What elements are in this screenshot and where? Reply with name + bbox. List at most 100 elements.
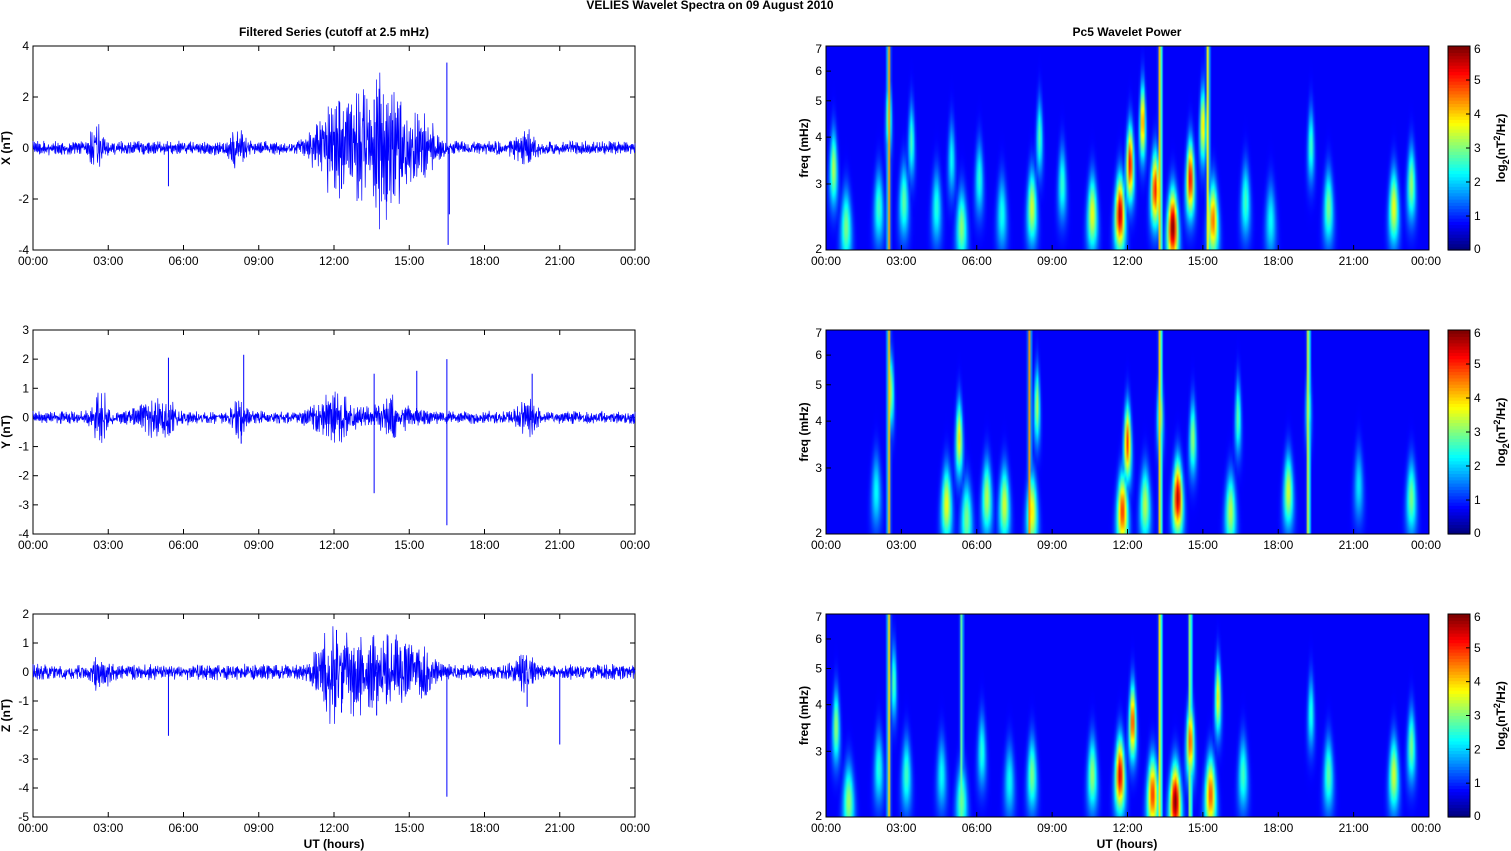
colorbar-swatch bbox=[1448, 81, 1470, 85]
colorbar-swatch bbox=[1448, 633, 1470, 637]
colorbar-swatch bbox=[1448, 705, 1470, 710]
colorbar-swatch bbox=[1448, 801, 1470, 805]
y-tick-label: -3 bbox=[18, 752, 29, 766]
x-tick-label: 15:00 bbox=[394, 821, 424, 835]
colorbar-tick-label: 6 bbox=[1474, 610, 1481, 624]
colorbar-swatch bbox=[1448, 163, 1470, 168]
colorbar-label-part: /Hz) bbox=[1494, 114, 1508, 136]
colorbar-swatch bbox=[1448, 460, 1470, 465]
y-tick-label: -2 bbox=[18, 723, 29, 737]
colorbar-label-part: 2 bbox=[1501, 159, 1511, 164]
x-tick-label: 15:00 bbox=[1188, 538, 1218, 552]
y-axis-label: Y (nT) bbox=[0, 415, 13, 449]
x-tick-label: 09:00 bbox=[1037, 254, 1067, 268]
colorbar-swatch bbox=[1448, 769, 1470, 774]
colorbar-swatch bbox=[1448, 718, 1470, 723]
colorbar-swatch bbox=[1448, 202, 1470, 206]
wavelet-power-image bbox=[826, 614, 1429, 817]
colorbar-label-part: 2 bbox=[1492, 420, 1502, 425]
colorbar-swatch bbox=[1448, 690, 1470, 694]
colorbar-swatch bbox=[1448, 195, 1470, 200]
x-tick-label: 12:00 bbox=[1112, 821, 1142, 835]
colorbar-swatch bbox=[1448, 797, 1470, 802]
colorbar-swatch bbox=[1448, 93, 1470, 98]
colorbar-swatch bbox=[1448, 527, 1470, 532]
colorbar-swatch bbox=[1448, 333, 1470, 337]
colorbar-label-part: (nT bbox=[1494, 140, 1508, 159]
colorbar-tick-label: 5 bbox=[1474, 357, 1481, 371]
colorbar-swatch bbox=[1448, 58, 1470, 63]
x-tick-label: 21:00 bbox=[1339, 538, 1369, 552]
colorbar-swatch bbox=[1448, 463, 1470, 468]
y-tick-label: -4 bbox=[18, 243, 29, 257]
x-tick-label: 12:00 bbox=[319, 538, 349, 552]
colorbar-swatch bbox=[1448, 661, 1470, 666]
colorbar-swatch bbox=[1448, 447, 1470, 452]
colorbar-swatch bbox=[1448, 377, 1470, 382]
colorbar-swatch bbox=[1448, 664, 1470, 669]
x-tick-label: 21:00 bbox=[1339, 821, 1369, 835]
colorbar-swatch bbox=[1448, 199, 1470, 203]
colorbar-swatch bbox=[1448, 489, 1470, 494]
y-tick-label: 2 bbox=[815, 242, 822, 256]
colorbar-tick-label: 4 bbox=[1474, 675, 1481, 689]
colorbar-swatch bbox=[1448, 804, 1470, 809]
colorbar-swatch bbox=[1448, 416, 1470, 420]
colorbar-tick-label: 2 bbox=[1474, 742, 1481, 756]
colorbar-swatch bbox=[1448, 791, 1470, 796]
colorbar-swatch bbox=[1448, 680, 1470, 685]
colorbar-swatch bbox=[1448, 444, 1470, 449]
colorbar-swatch bbox=[1448, 728, 1470, 732]
colorbar-swatch bbox=[1448, 218, 1470, 222]
colorbar-swatch bbox=[1448, 68, 1470, 73]
colorbar-swatch bbox=[1448, 368, 1470, 373]
colorbar-swatch bbox=[1448, 639, 1470, 644]
colorbar-swatch bbox=[1448, 154, 1470, 159]
colorbar-swatch bbox=[1448, 725, 1470, 729]
colorbar-tick-label: 5 bbox=[1474, 73, 1481, 87]
x-tick-label: 00:00 bbox=[811, 538, 841, 552]
y-tick-label: 4 bbox=[815, 130, 822, 144]
colorbar-swatch bbox=[1448, 788, 1470, 793]
x-tick-label: 18:00 bbox=[469, 538, 499, 552]
colorbar-swatch bbox=[1448, 84, 1470, 89]
x-tick-label: 03:00 bbox=[886, 538, 916, 552]
colorbar-tick-label: 1 bbox=[1474, 209, 1481, 223]
colorbar-swatch bbox=[1448, 763, 1470, 767]
colorbar-swatch bbox=[1448, 243, 1470, 248]
colorbar-swatch bbox=[1448, 686, 1470, 691]
colorbar-swatch bbox=[1448, 731, 1470, 736]
colorbar-tick-label: 4 bbox=[1474, 391, 1481, 405]
colorbar-swatch bbox=[1448, 709, 1470, 713]
colorbar-swatch bbox=[1448, 186, 1470, 191]
colorbar-swatch bbox=[1448, 655, 1470, 660]
y-tick-label: -4 bbox=[18, 781, 29, 795]
x-tick-label: 00:00 bbox=[620, 254, 650, 268]
colorbar-swatch bbox=[1448, 106, 1470, 111]
colorbar-label-part: 2 bbox=[1501, 443, 1511, 448]
colorbar-swatch bbox=[1448, 759, 1470, 764]
colorbar-swatch bbox=[1448, 756, 1470, 761]
colorbar-swatch bbox=[1448, 132, 1470, 136]
colorbar-swatch bbox=[1448, 365, 1470, 369]
colorbar-swatch bbox=[1448, 87, 1470, 92]
x-tick-label: 00:00 bbox=[18, 254, 48, 268]
colorbar-swatch bbox=[1448, 119, 1470, 124]
colorbar-swatch bbox=[1448, 393, 1470, 398]
y-axis-label: X (nT) bbox=[0, 131, 13, 165]
colorbar-swatch bbox=[1448, 128, 1470, 133]
colorbar-swatch bbox=[1448, 658, 1470, 663]
colorbar-swatch bbox=[1448, 810, 1470, 815]
colorbar-tick-label: 2 bbox=[1474, 175, 1481, 189]
x-tick-label: 18:00 bbox=[1263, 538, 1293, 552]
x-tick-label: 03:00 bbox=[93, 538, 123, 552]
colorbar-swatch bbox=[1448, 495, 1470, 500]
colorbar-swatch bbox=[1448, 74, 1470, 79]
colorbar-swatch bbox=[1448, 345, 1470, 350]
colorbar-swatch bbox=[1448, 530, 1470, 535]
x-tick-label: 15:00 bbox=[1188, 254, 1218, 268]
y-tick-label: 6 bbox=[815, 64, 822, 78]
wavelet-panel-y: 2 3 4 5 6 7 00:00 03:00 06:00 09:00 12:00 15:00 18:0… bbox=[797, 326, 1511, 552]
x-tick-label: 00:00 bbox=[18, 538, 48, 552]
